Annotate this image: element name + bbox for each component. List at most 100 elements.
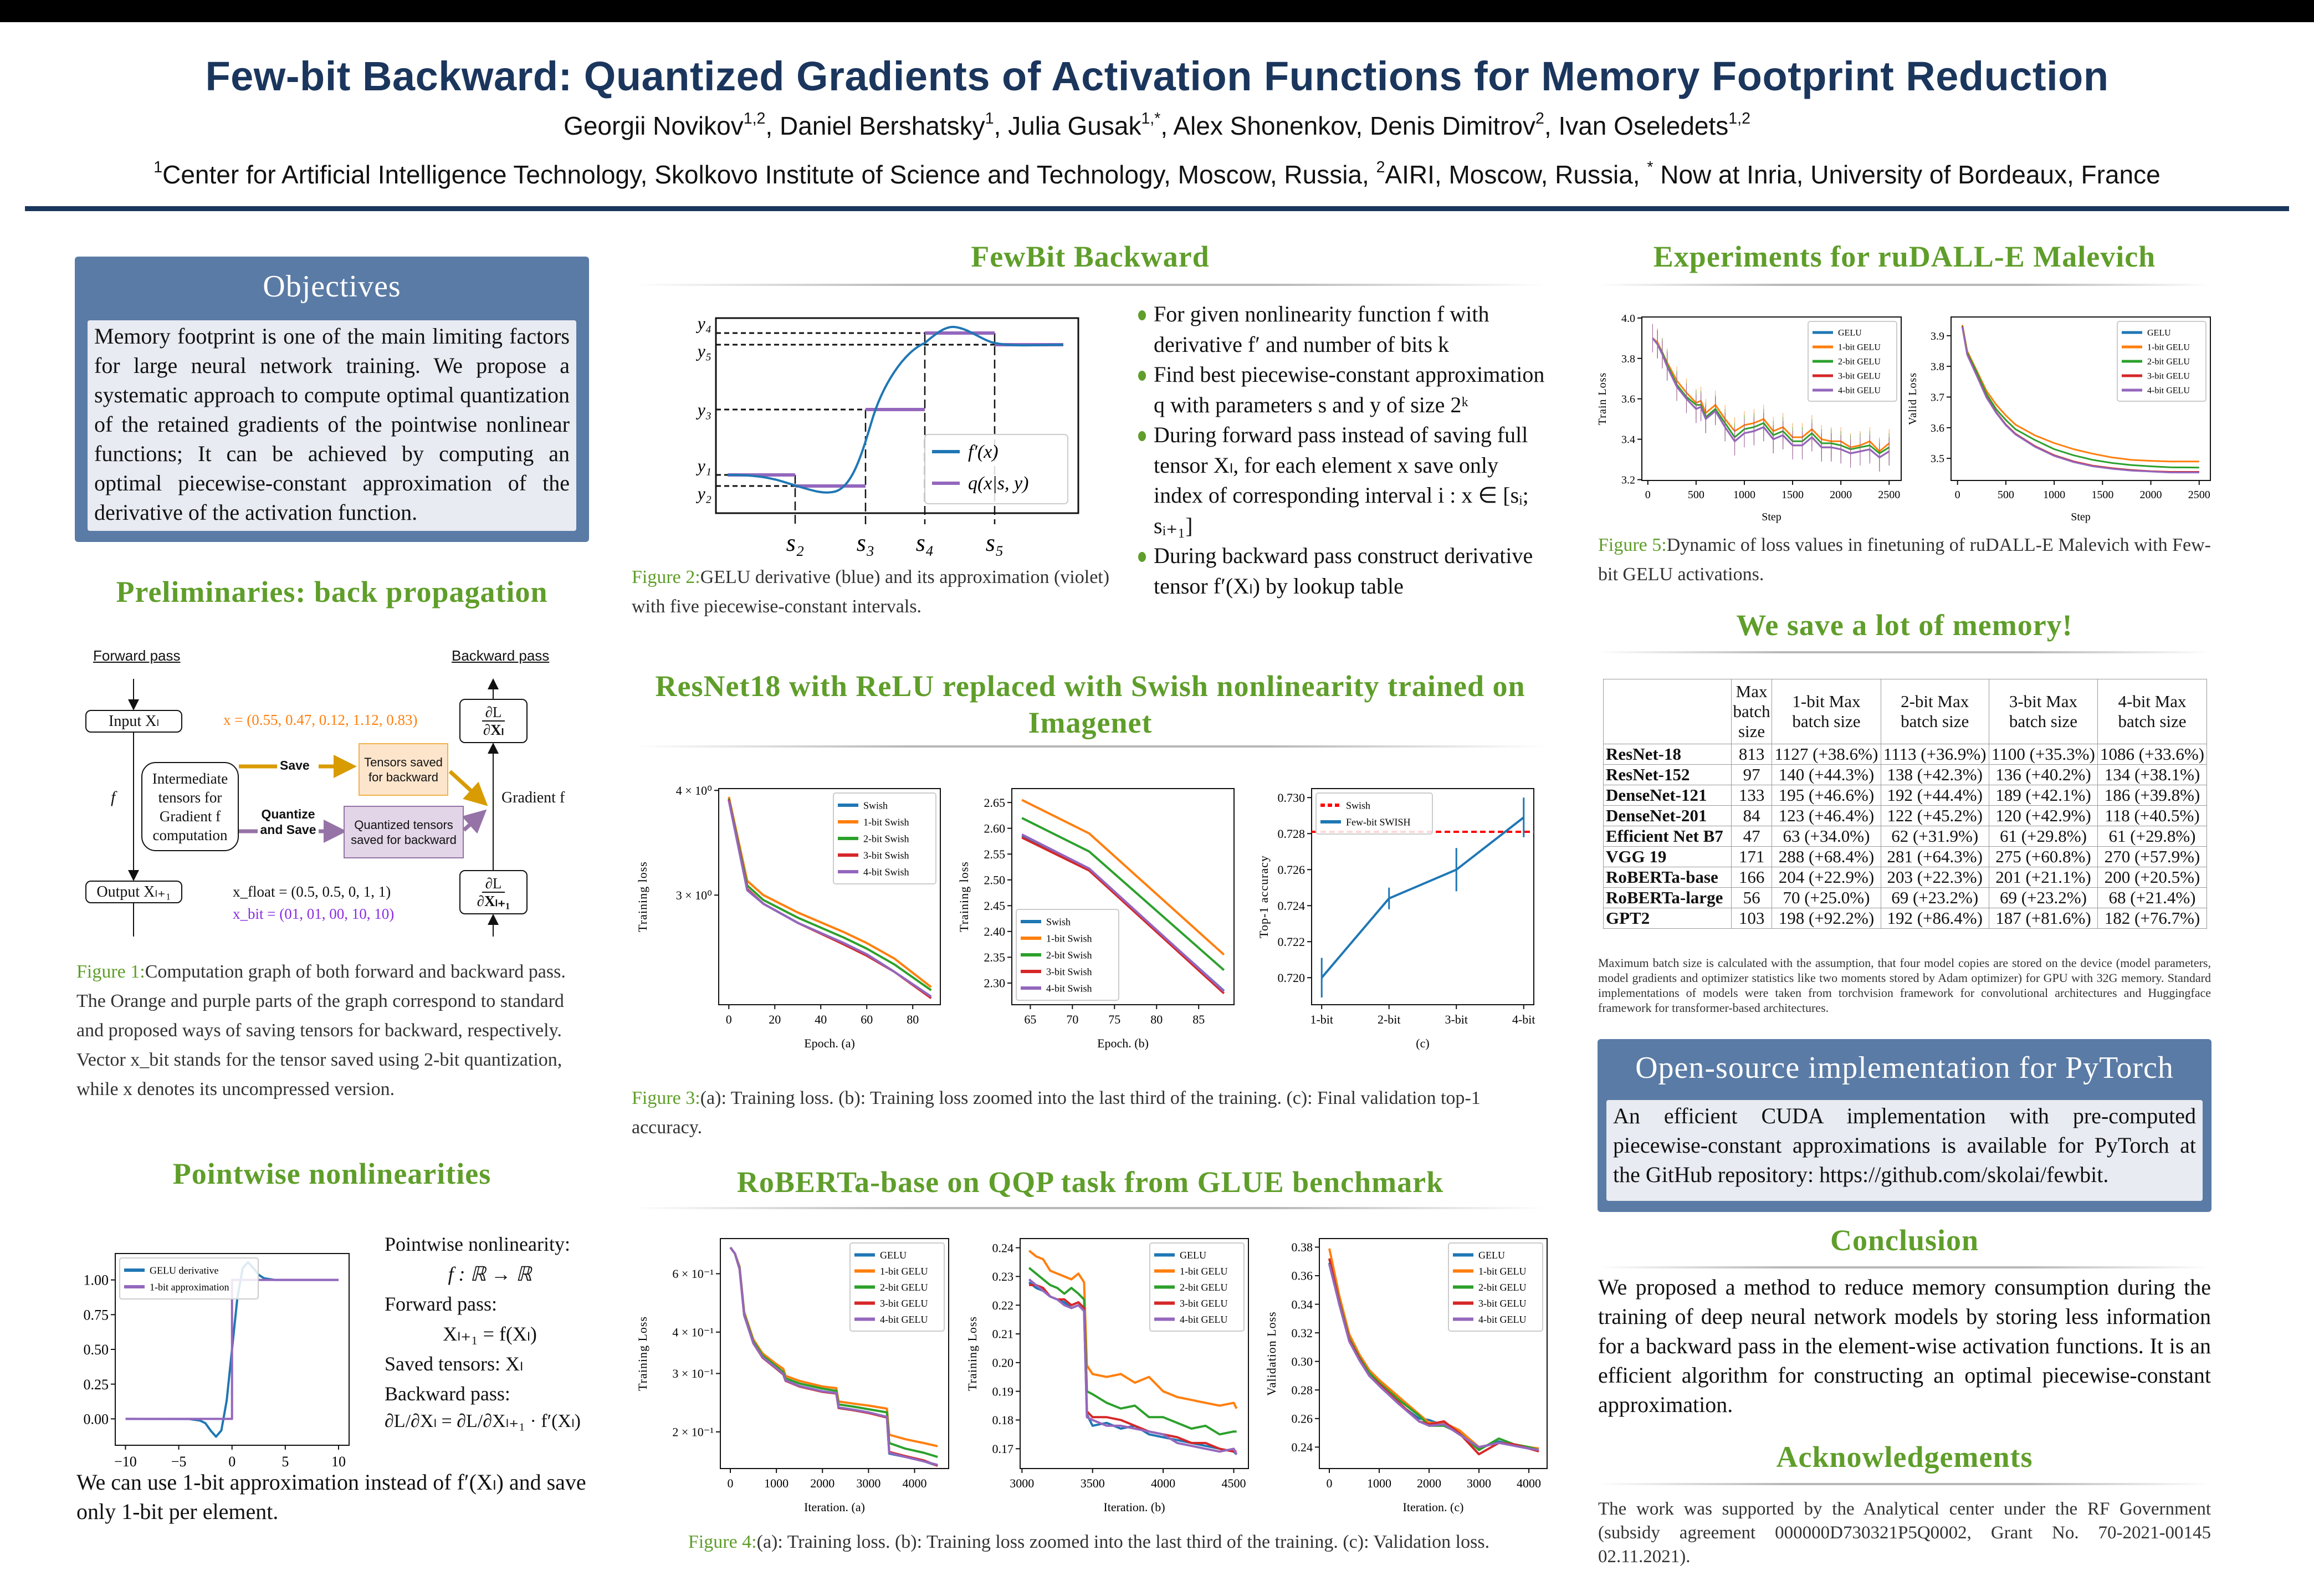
legend-label: 4-bit GELU bbox=[1180, 1314, 1227, 1325]
base-batch-size: 171 bbox=[1731, 846, 1773, 867]
preliminaries-heading: Preliminaries: back propagation bbox=[116, 575, 548, 608]
legend-label: f′(x) bbox=[968, 442, 999, 462]
rudalle-heading: Experiments for ruDALL-E Malevich bbox=[1653, 240, 2156, 273]
y-tick-label: 3.7 bbox=[1931, 391, 1944, 403]
author-affiliation-mark: 1,2 bbox=[1728, 110, 1750, 128]
y-tick-label: 0.24 bbox=[992, 1241, 1014, 1255]
y-axis-label: Training Loss bbox=[636, 1316, 649, 1391]
x-tick-label: −5 bbox=[171, 1454, 187, 1470]
eq-label: Pointwise nonlinearity: bbox=[385, 1233, 570, 1255]
legend-box bbox=[833, 792, 936, 884]
y-tick-label: 0.23 bbox=[992, 1270, 1014, 1283]
figure-4-caption: Figure 4:(a): Training loss. (b): Traini… bbox=[632, 1527, 1546, 1557]
bullet-item: Find best piecewise-constant approximati… bbox=[1137, 360, 1547, 420]
model-name: DenseNet-121 bbox=[1603, 785, 1732, 806]
input-node: Input Xₗ bbox=[85, 710, 182, 733]
bullet-item: During backward pass construct derivativ… bbox=[1137, 541, 1547, 601]
y-tick-label: 3.6 bbox=[1621, 393, 1635, 406]
fewbit-batch-size: 134 (+38.1%) bbox=[2097, 764, 2207, 785]
legend: GELU 1-bit GELU 2-bit GELU 3-bit GELU 4-bit … bbox=[2117, 321, 2207, 402]
legend-label: Swish bbox=[863, 800, 888, 811]
fewbit-batch-size: 1100 (+35.3%) bbox=[1988, 744, 2098, 765]
opensource-title: Open-source implementation for PyTorch bbox=[1635, 1051, 2174, 1085]
separator: , bbox=[1160, 111, 1174, 140]
y-labels: y₄ y₅ y₃ y₁ y₂ bbox=[696, 313, 711, 503]
fewbit-batch-size: 123 (+46.4%) bbox=[1772, 805, 1881, 826]
base-batch-size: 97 bbox=[1731, 764, 1773, 785]
resnet-heading: ResNet18 with ReLU replaced with Swish n… bbox=[655, 669, 1525, 739]
series-line bbox=[1021, 833, 1225, 993]
legend-label: q(x|s, y) bbox=[968, 473, 1028, 494]
graph-arrows bbox=[128, 678, 499, 937]
author-name: Alex Shonenkov bbox=[1173, 111, 1356, 140]
fewbit-batch-size: 270 (+57.9%) bbox=[2097, 846, 2207, 867]
legend-label: 1-bit GELU bbox=[1180, 1266, 1227, 1277]
x-axis-label: Iteration. (c) bbox=[1403, 1500, 1464, 1514]
series-2-bit-gelu bbox=[1028, 1267, 1237, 1436]
y-axis-label: Valid Loss bbox=[1907, 372, 1919, 425]
affiliation-mark: 1 bbox=[153, 158, 163, 177]
fewbit-batch-size: 140 (+44.3%) bbox=[1772, 764, 1881, 785]
series-line bbox=[1320, 816, 1525, 979]
fewbit-batch-size: 187 (+81.6%) bbox=[1988, 908, 2098, 929]
legend-label: 3-bit Swish bbox=[863, 850, 909, 861]
y-tick-label: 4 × 10⁻¹ bbox=[672, 1325, 714, 1339]
column-header: 1-bit Max batch size bbox=[1772, 679, 1881, 744]
chart-rudalle-train-loss: 0 500 1000 1500 2000 2500 3.2 3.4 3.6 3.8 4.0 Step T… bbox=[1596, 313, 1902, 523]
fewbit-batch-size: 200 (+20.5%) bbox=[2097, 867, 2207, 888]
legend-box bbox=[2117, 321, 2207, 402]
series-line bbox=[1021, 817, 1225, 971]
x-tick-label: 2000 bbox=[1830, 489, 1852, 501]
fewbit-batch-size: 136 (+40.2%) bbox=[1988, 764, 2098, 785]
save-label: Save bbox=[280, 758, 310, 773]
legend-label: 4-bit Swish bbox=[1046, 983, 1092, 994]
model-name: RoBERTa-large bbox=[1603, 887, 1732, 908]
legend-label: 1-bit GELU bbox=[1838, 343, 1881, 352]
author-affiliation-mark: 1,2 bbox=[743, 110, 766, 128]
y-tick-label: 0.19 bbox=[992, 1384, 1014, 1398]
legend-label: Swish bbox=[1346, 800, 1370, 811]
chart-roberta-train-loss-zoom: 3000 3500 4000 4500 0.17 0.18 0.19 0.20 0.21 0.22… bbox=[965, 1238, 1249, 1514]
model-name: ResNet-18 bbox=[1603, 744, 1732, 765]
x-tick-label: 65 bbox=[1024, 1012, 1036, 1026]
fewbit-batch-size: 63 (+34.0%) bbox=[1772, 826, 1881, 847]
series-2-bit-swish bbox=[1021, 817, 1225, 971]
memory-table: Max batch size 1-bit Max batch size 2-bit … bbox=[1603, 679, 2207, 929]
legend-label: 4-bit GELU bbox=[1838, 386, 1881, 396]
x-tick-label: 4000 bbox=[902, 1476, 926, 1490]
x-tick-label: 4000 bbox=[1151, 1476, 1175, 1490]
base-batch-size: 84 bbox=[1731, 805, 1773, 826]
legend-label: 2-bit GELU bbox=[1478, 1282, 1526, 1293]
y-tick-label: 0.25 bbox=[84, 1377, 109, 1393]
y-tick-label: 0.722 bbox=[1278, 935, 1306, 949]
interval-bounds bbox=[794, 333, 996, 524]
table-row: DenseNet-201 84 123 (+46.4%) 122 (+45.2%) 12… bbox=[1603, 805, 2207, 826]
series-line bbox=[1961, 325, 2199, 463]
series-line bbox=[1961, 327, 2199, 474]
author-name: Denis Dimitrov bbox=[1369, 111, 1536, 140]
base-batch-size: 47 bbox=[1731, 826, 1773, 847]
x-tick-label: 4-bit bbox=[1512, 1012, 1535, 1026]
table-row: ResNet-18 813 1127 (+38.6%) 1113 (+36.9%) 11… bbox=[1603, 744, 2207, 765]
legend-label: 3-bit GELU bbox=[1838, 372, 1881, 381]
grad-output-node: ∂L ∂Xₗ₊₁ bbox=[459, 870, 528, 914]
series-2-bit-gelu bbox=[1961, 325, 2199, 469]
affiliation-mark: * bbox=[1647, 158, 1653, 177]
model-name: Efficient Net B7 bbox=[1603, 826, 1732, 847]
x-tick-label: 4500 bbox=[1222, 1476, 1246, 1490]
table-row: Efficient Net B7 47 63 (+34.0%) 62 (+31.9%)… bbox=[1603, 826, 2207, 847]
x-tick-label: 1500 bbox=[1781, 489, 1804, 501]
series-line bbox=[1028, 1278, 1238, 1455]
chart-roberta-train-loss: 0 1000 2000 3000 4000 2 × 10⁻¹ 3 × 10⁻¹ 4 × 10⁻… bbox=[636, 1238, 949, 1514]
opensource-box: Open-source implementation for PyTorch A… bbox=[1598, 1039, 2211, 1212]
legend-label: GELU derivative bbox=[150, 1265, 218, 1276]
x-tick-label: 85 bbox=[1192, 1012, 1205, 1026]
table-row: RoBERTa-base 166 204 (+22.9%) 203 (+22.3%) 2… bbox=[1603, 867, 2207, 888]
legend-label: GELU bbox=[2147, 329, 2171, 338]
x-tick-label: 0 bbox=[228, 1454, 236, 1470]
x-axis-label: Iteration. (a) bbox=[804, 1500, 865, 1514]
y-tick-label: 0.724 bbox=[1278, 899, 1306, 913]
caption-text: (a): Training loss. (b): Training loss z… bbox=[756, 1532, 1490, 1552]
fewbit-batch-size: 118 (+40.5%) bbox=[2097, 805, 2207, 826]
x-tick-label: 500 bbox=[1688, 489, 1704, 501]
